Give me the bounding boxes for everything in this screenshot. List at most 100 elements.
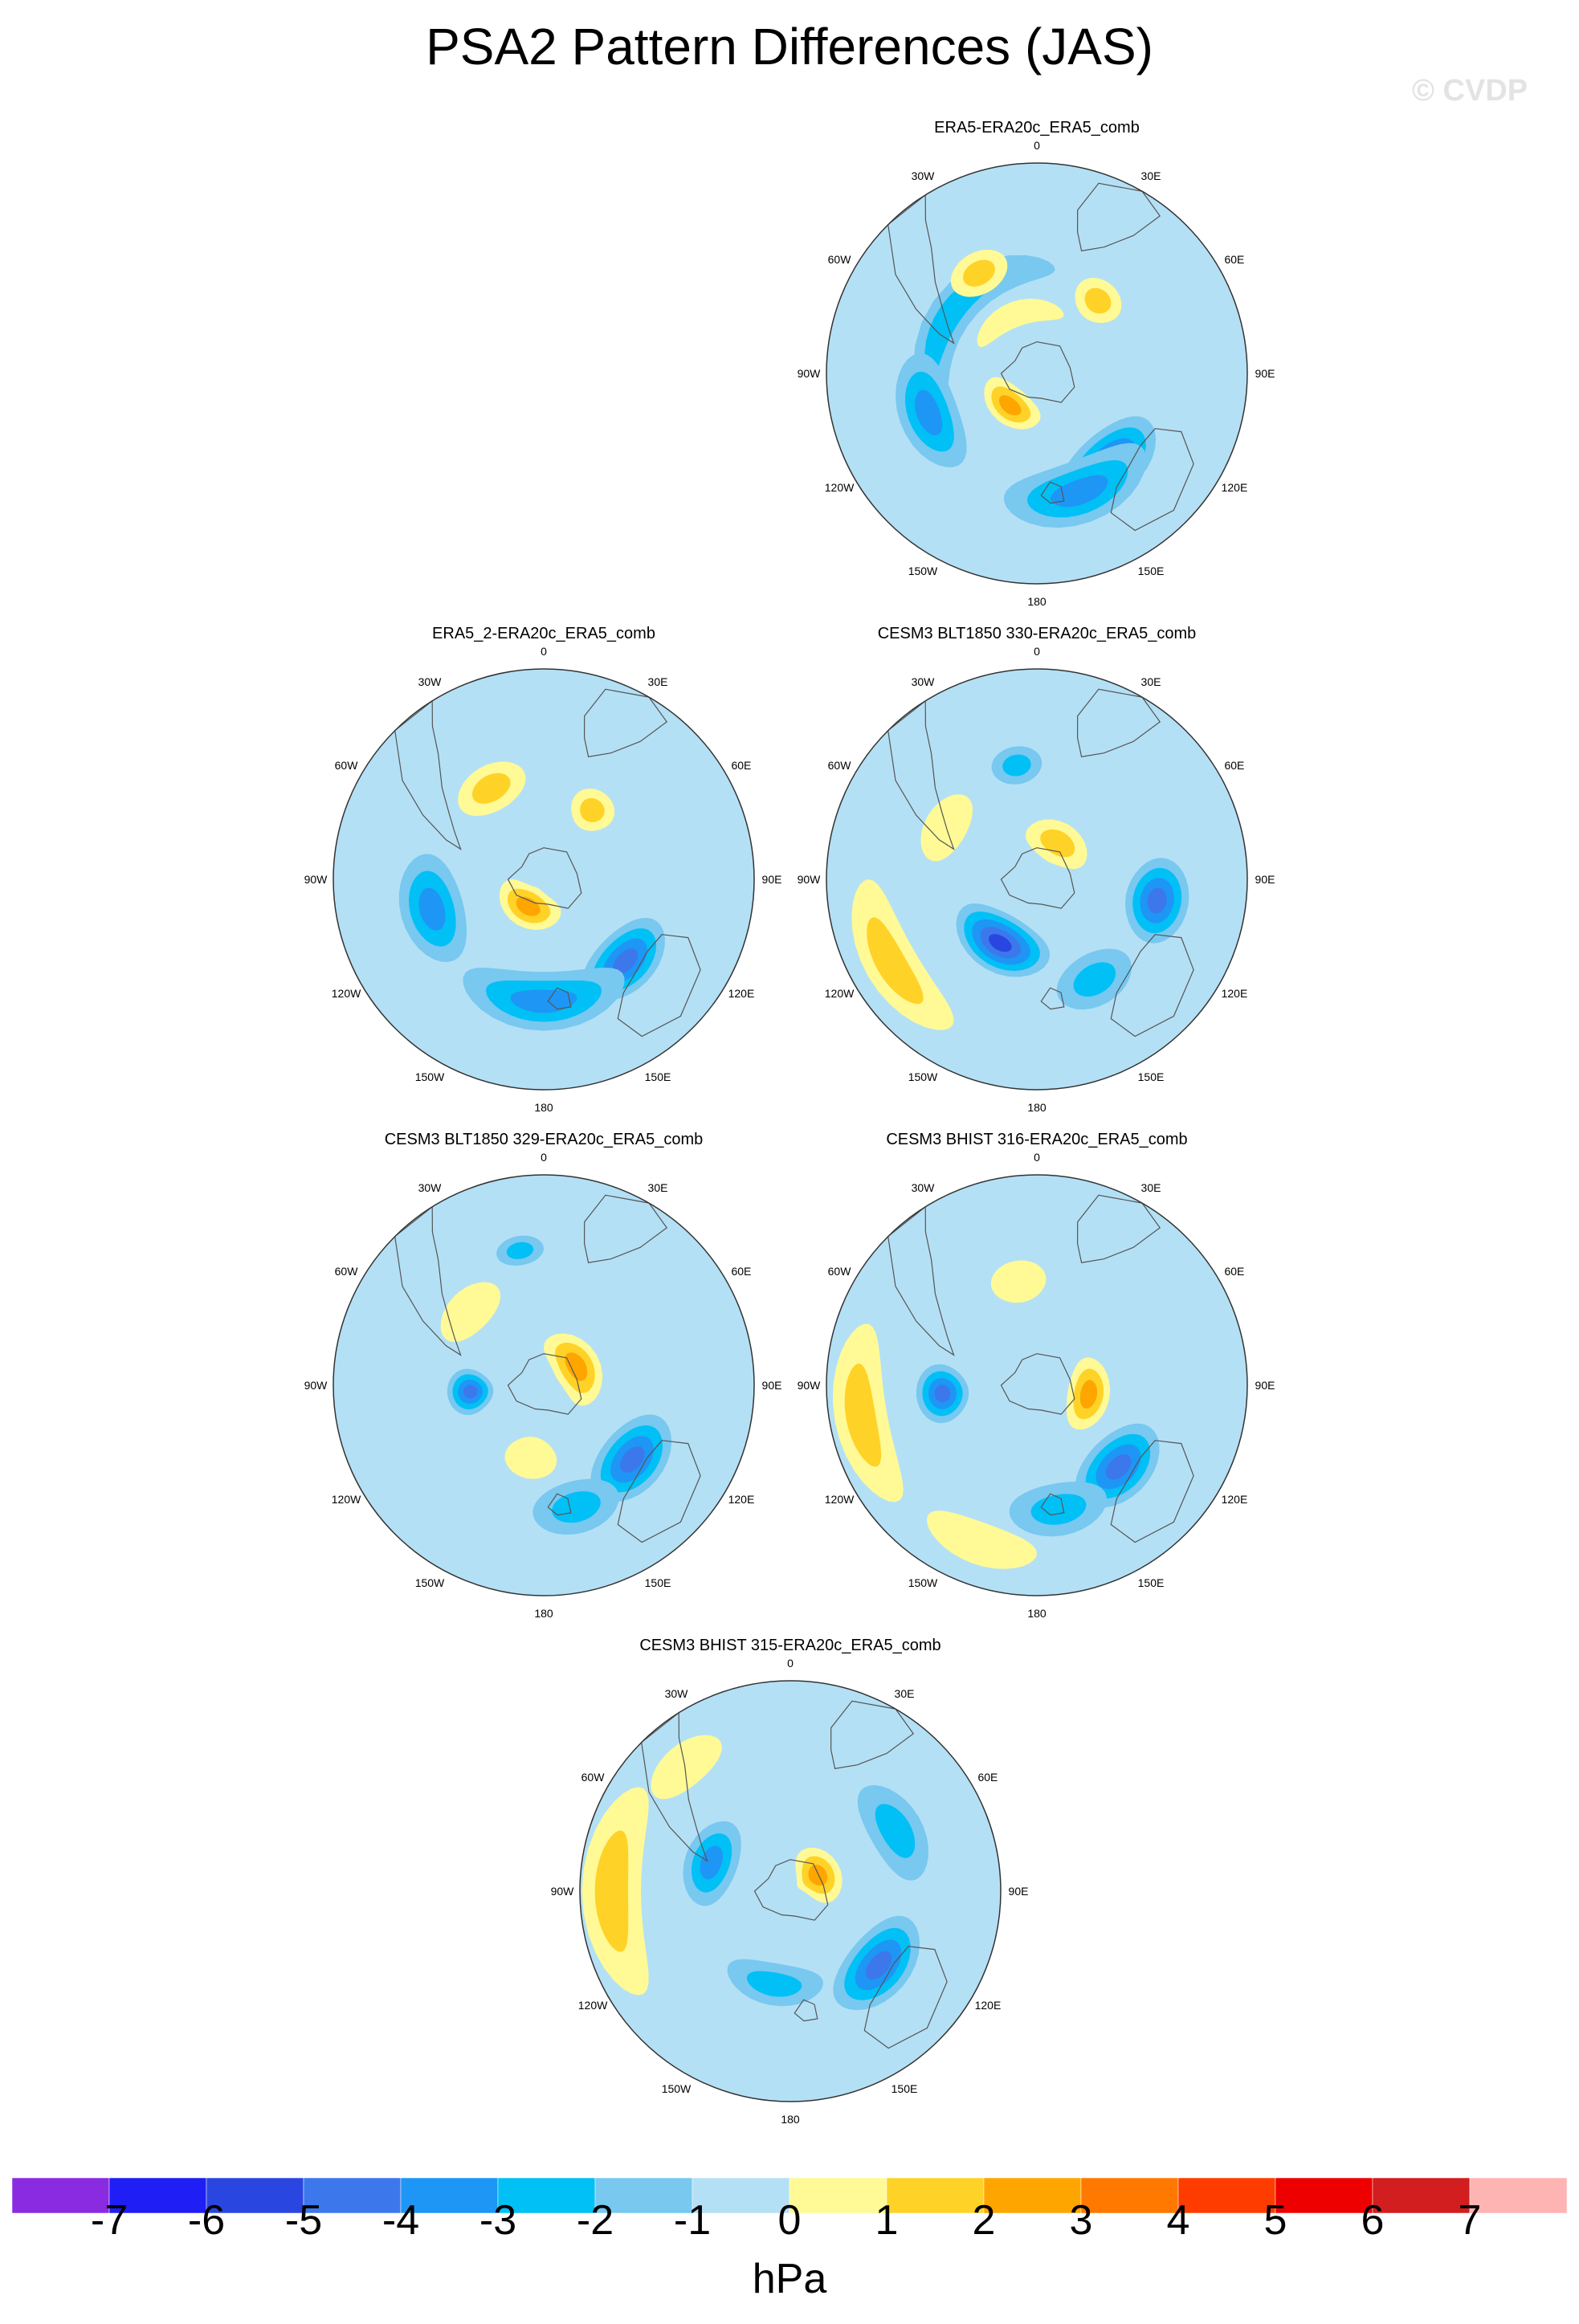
contour-fill (915, 389, 943, 435)
map-border (333, 1174, 755, 1596)
coastline (1040, 481, 1065, 504)
longitude-label: 90W (304, 873, 328, 886)
panel-title: CESM3 BHIST 315-ERA20c_ERA5_comb (639, 1637, 941, 1654)
colorbar-tick-label: 7 (1458, 2197, 1482, 2244)
longitude-label: 30E (648, 675, 668, 688)
colorbar-swatch (11, 2177, 110, 2214)
coastline (507, 847, 582, 909)
coastline (1000, 1353, 1075, 1415)
colorbar-tick-label: -7 (90, 2197, 129, 2244)
watermark: © CVDP (1412, 74, 1528, 108)
contour-fill (440, 1282, 501, 1343)
contour-fill (999, 395, 1022, 416)
colorbar-tick-label: -2 (576, 2197, 614, 2244)
longitude-label: 120W (825, 481, 855, 494)
contour-fill (651, 1735, 722, 1800)
contour-fill (1079, 1380, 1098, 1409)
background-level (333, 669, 754, 1090)
coastline (394, 699, 462, 850)
longitude-label: 90W (551, 1885, 575, 1898)
longitude-label: 60W (335, 1265, 359, 1278)
longitude-label: 120W (578, 1999, 608, 2012)
longitude-label: 150E (1138, 565, 1165, 577)
longitude-label: 120E (728, 987, 755, 1000)
longitude-label: 90E (1255, 873, 1275, 886)
map-border (826, 162, 1248, 585)
anomaly-field (826, 669, 1247, 1090)
longitude-label: 30E (1141, 1181, 1161, 1194)
longitude-label: 90W (304, 1379, 328, 1392)
map-border (826, 668, 1248, 1091)
contour-fill (1073, 962, 1116, 997)
coastline (887, 194, 955, 345)
longitude-label: 30E (1141, 675, 1161, 688)
contour-fill (1105, 1454, 1132, 1480)
longitude-label: 0 (541, 1151, 547, 1164)
longitude-label: 60W (828, 253, 852, 266)
contour-fill (977, 298, 1064, 348)
colorbar-swatch (1177, 2177, 1276, 2214)
longitude-label: 90W (798, 1379, 822, 1392)
background-level (580, 1681, 1001, 2102)
colorbar-swatch (206, 2177, 304, 2214)
contour-fill (700, 1845, 723, 1880)
longitude-label: 120E (1222, 987, 1248, 1000)
colorbar-tick-label: -4 (381, 2197, 420, 2244)
contour-fill (989, 934, 1012, 952)
colorbar-swatch (886, 2177, 985, 2214)
longitude-label: 60W (335, 759, 359, 772)
polar-map-panel: 0 30E 60E 90E 120E 150E 180 150W 120W 90W 60W 30W (798, 139, 1275, 608)
longitude-label: 90W (798, 873, 822, 886)
map-border (333, 668, 755, 1091)
colorbar-tick-label: 0 (777, 2197, 802, 2244)
longitude-label: 90W (798, 367, 822, 380)
longitude-label: 150W (908, 1576, 938, 1589)
longitude-label: 150W (908, 1070, 938, 1083)
colorbar-swatch (303, 2177, 402, 2214)
contour-fill (565, 1352, 588, 1381)
panel-title: ERA5_2-ERA20c_ERA5_comb (432, 625, 655, 642)
longitude-label: 60E (1224, 759, 1244, 772)
longitude-label: 120W (825, 987, 855, 1000)
anomaly-field (826, 1175, 1247, 1596)
coastline (507, 1353, 582, 1415)
polar-map-panel: 0 30E 60E 90E 120E 150E 180 150W 120W 90W 60W 30W (798, 1151, 1275, 1620)
panel-title: CESM3 BHIST 316-ERA20c_ERA5_comb (886, 1131, 1188, 1148)
longitude-label: 90E (1255, 367, 1275, 380)
polar-map-panel: 0 30E 60E 90E 120E 150E 180 150W 120W 90W 60W 30W (304, 1151, 782, 1620)
longitude-label: 150E (892, 2082, 918, 2095)
polar-map-panel: 0 30E 60E 90E 120E 150E 180 150W 120W 90W 60W 30W (798, 645, 1275, 1114)
panel-title: CESM3 BLT1850 329-ERA20c_ERA5_comb (384, 1131, 704, 1148)
map-border (579, 1680, 1002, 2102)
contour-fill (963, 259, 995, 287)
anomaly-field (333, 669, 754, 1090)
contour-fill (472, 773, 511, 804)
coastline (1110, 428, 1194, 532)
panel-title: ERA5-ERA20c_ERA5_comb (934, 119, 1140, 137)
coastline (887, 1205, 955, 1356)
longitude-label: 30W (912, 675, 936, 688)
longitude-label: 30W (912, 1181, 936, 1194)
background-level (826, 1175, 1247, 1596)
longitude-label: 90E (762, 1379, 782, 1392)
longitude-label: 30W (418, 675, 443, 688)
longitude-label: 120W (332, 987, 361, 1000)
longitude-label: 120W (332, 1493, 361, 1506)
coastline (794, 1999, 818, 2022)
longitude-label: 0 (1034, 139, 1040, 152)
contour-fill (1084, 287, 1112, 314)
coastline (617, 1440, 701, 1543)
coastline (753, 1859, 829, 1921)
contour-fill (506, 1242, 534, 1259)
colorbar-tick-label: 4 (1166, 2197, 1190, 2244)
coastline (1040, 1493, 1065, 1516)
longitude-label: 150E (645, 1070, 671, 1083)
contour-fill (990, 1260, 1047, 1303)
longitude-label: 60W (581, 1771, 606, 1784)
longitude-label: 180 (534, 1101, 553, 1114)
colorbar-tick-label: 5 (1263, 2197, 1287, 2244)
contour-fill (865, 1951, 892, 1980)
colorbar-tick-label: 6 (1361, 2197, 1385, 2244)
contour-fill (463, 1384, 478, 1399)
contour-fill (1147, 887, 1167, 914)
